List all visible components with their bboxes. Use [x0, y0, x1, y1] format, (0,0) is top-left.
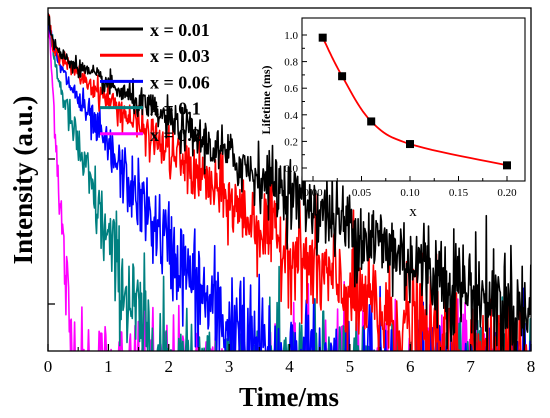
- inset-y-tick-label: 0.2: [284, 136, 298, 148]
- inset-x-tick-label: 0.15: [449, 187, 469, 199]
- inset-markers: [318, 33, 511, 170]
- decay-curve: [48, 13, 531, 351]
- decay-curve: [48, 12, 531, 351]
- x-tick-label: 8: [527, 357, 536, 376]
- inset-data-point: [318, 33, 327, 42]
- legend-label: x = 0.03: [150, 46, 210, 66]
- x-tick-label: 2: [165, 357, 174, 376]
- x-tick-label: 4: [285, 357, 294, 376]
- main-y-axis: [48, 158, 55, 305]
- inset-data-point: [406, 140, 414, 149]
- legend-label: x = 0.2: [150, 125, 201, 145]
- inset-x-tick-label: 0.00: [303, 187, 323, 199]
- inset-x-tick-label: 0.10: [400, 187, 420, 199]
- legend-label: x = 0.06: [150, 72, 210, 92]
- inset-y-tick-label: 0.4: [284, 110, 298, 122]
- decay-curves: [48, 12, 531, 351]
- legend-label: x = 0.01: [150, 20, 210, 40]
- main-y-axis-label: Intensity (a.u.): [8, 96, 38, 265]
- inset-data-point: [338, 72, 347, 81]
- inset-data-point: [367, 117, 376, 126]
- inset-x-tick-label: 0.05: [352, 187, 372, 199]
- inset-x-tick-label: 0.20: [497, 187, 517, 199]
- decay-curve: [48, 14, 531, 351]
- main-x-axis-label: Time/ms: [239, 382, 339, 412]
- inset-y-tick-label: 0.6: [284, 83, 298, 95]
- main-x-axis: 0 1 2 3 4 5 6 7 8: [44, 344, 536, 376]
- x-tick-label: 3: [225, 357, 234, 376]
- inset-y-axis-label: Lifetime (ms): [259, 66, 273, 135]
- inset-chart: 0.00 0.05 0.10 0.15 0.20 0.00.20.40.60.81.0 …: [259, 17, 526, 220]
- x-tick-label: 5: [346, 357, 355, 376]
- inset-plot-frame: [301, 17, 526, 182]
- legend-label: x = 0.1: [150, 99, 201, 119]
- inset-x-axis-label: x: [409, 204, 417, 220]
- legend: x = 0.01 x = 0.03 x = 0.06 x = 0.1 x = 0.2: [100, 20, 210, 145]
- inset-plot-area: [302, 18, 525, 181]
- x-tick-label: 1: [104, 357, 113, 376]
- inset-x-axis: 0.00 0.05 0.10 0.15 0.20: [303, 176, 517, 199]
- inset-y-axis: 0.0 0.2 0.4 0.6 0.8 1.0: [284, 30, 307, 175]
- inset-data-point: [503, 161, 511, 170]
- inset-y-tick-label: 0.0: [284, 163, 298, 175]
- inset-y-tick-label: 1.0: [284, 30, 298, 42]
- x-tick-label: 0: [44, 357, 53, 376]
- x-tick-label: 6: [406, 357, 415, 376]
- x-tick-label: 7: [466, 357, 475, 376]
- inset-y-tick-label: 0.8: [284, 57, 298, 69]
